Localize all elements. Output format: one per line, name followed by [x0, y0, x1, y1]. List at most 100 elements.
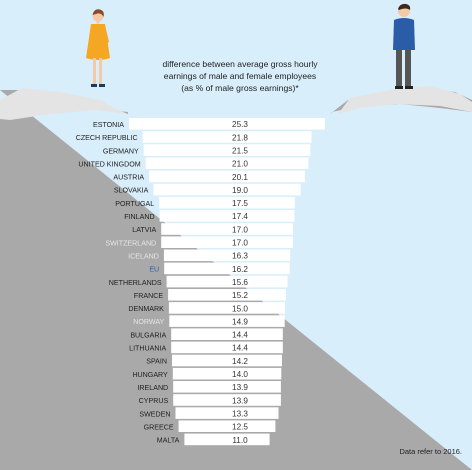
- chart-title: difference between average gross hourly …: [140, 58, 340, 94]
- man-shoe-right: [405, 86, 413, 89]
- category-label: NETHERLANDS: [109, 279, 162, 287]
- category-label: ICELAND: [128, 253, 159, 261]
- category-label: PORTUGAL: [115, 200, 154, 208]
- value-step: [161, 236, 293, 248]
- category-label: CYPRUS: [139, 397, 169, 405]
- chasm-ground: [0, 88, 472, 470]
- woman-figure: [86, 9, 110, 87]
- category-label: GREECE: [144, 423, 174, 431]
- data-label: 17.0: [232, 239, 248, 248]
- value-step: [184, 433, 270, 446]
- category-label: BULGARIA: [130, 331, 166, 339]
- woman-shoe-left: [91, 84, 97, 87]
- category-label: FRANCE: [134, 292, 163, 300]
- data-label: 21.0: [232, 160, 248, 169]
- cliff-left: [0, 88, 126, 120]
- man-leg-right: [405, 50, 411, 86]
- data-label: 25.3: [232, 120, 248, 129]
- data-label: 14.4: [232, 331, 248, 340]
- category-label: LITHUANIA: [129, 345, 166, 353]
- value-step: [175, 407, 279, 419]
- data-label: 14.9: [232, 317, 248, 326]
- data-label: 19.0: [232, 186, 248, 195]
- value-step: [163, 249, 291, 262]
- man-figure: [393, 3, 415, 89]
- value-step: [172, 354, 282, 367]
- woman-hair: [92, 9, 104, 17]
- category-label: SPAIN: [146, 358, 167, 366]
- data-label: 21.5: [232, 147, 248, 156]
- data-label: 17.0: [232, 225, 248, 234]
- category-label: GERMANY: [103, 147, 139, 155]
- value-step: [159, 196, 295, 209]
- category-label: SWITZERLAND: [105, 239, 156, 247]
- man-leg-left: [396, 50, 402, 86]
- category-label: IRELAND: [137, 384, 168, 392]
- category-label: FINLAND: [124, 213, 154, 221]
- data-label: 14.4: [232, 344, 248, 353]
- woman-dress: [86, 24, 110, 60]
- value-labels: 25.3 21.8 21.5 21.0 20.1 19.0 17.5 17.4 17.0 17.0…: [232, 120, 248, 445]
- data-label: 17.4: [232, 212, 248, 221]
- category-label: EU: [149, 266, 159, 274]
- chart-title-line: (as % of male gross earnings)*: [181, 83, 299, 93]
- value-step: [171, 341, 283, 354]
- value-step: [143, 144, 311, 156]
- value-step: [169, 315, 285, 327]
- category-label: ESTONIA: [93, 121, 124, 129]
- value-step: [178, 420, 276, 432]
- data-label: 14.2: [232, 357, 248, 366]
- man-shoe-left: [395, 86, 403, 89]
- value-step: [145, 157, 309, 169]
- value-step: [168, 302, 286, 314]
- value-step: [173, 394, 281, 406]
- woman-neck: [96, 20, 100, 24]
- value-steps: [129, 118, 325, 446]
- man-torso: [393, 18, 415, 50]
- data-label: 15.6: [232, 278, 248, 287]
- category-labels: ESTONIA CZECH REPUBLIC GERMANY UNITED KINGD…: [76, 121, 180, 445]
- value-step: [166, 275, 288, 288]
- data-label: 11.0: [232, 436, 248, 445]
- value-step: [142, 131, 312, 143]
- woman-leg-left: [93, 58, 96, 84]
- woman-shoe-right: [99, 84, 105, 87]
- category-label: MALTA: [157, 437, 180, 445]
- cliff-right: [338, 86, 472, 114]
- data-note: Data refer to 2016.: [399, 447, 462, 456]
- value-step: [172, 367, 282, 380]
- data-label: 15.2: [232, 291, 248, 300]
- category-label: SLOVAKIA: [114, 187, 149, 195]
- category-label: NORWAY: [133, 318, 164, 326]
- category-label: LATVIA: [132, 226, 156, 234]
- category-label: HUNGARY: [132, 371, 168, 379]
- data-label: 13.9: [232, 396, 248, 405]
- data-label: 16.2: [232, 265, 248, 274]
- data-label: 16.3: [232, 252, 248, 261]
- value-step: [168, 289, 286, 301]
- category-label: UNITED KINGDOM: [78, 160, 140, 168]
- chart-title-line: earnings of male and female employees: [163, 71, 317, 81]
- woman-arm: [103, 25, 109, 43]
- value-step: [153, 183, 301, 196]
- data-label: 21.8: [232, 133, 248, 142]
- data-label: 20.1: [232, 173, 248, 182]
- data-label: 17.5: [232, 199, 248, 208]
- value-step: [173, 381, 281, 393]
- value-step: [129, 118, 325, 130]
- value-step: [159, 210, 295, 222]
- value-step: [171, 328, 283, 340]
- category-label: CZECH REPUBLIC: [76, 134, 138, 142]
- data-label: 13.9: [232, 383, 248, 392]
- chart-title-line: difference between average gross hourly: [162, 59, 318, 69]
- value-step: [164, 262, 290, 275]
- data-label: 13.3: [232, 410, 248, 419]
- data-label: 15.0: [232, 304, 248, 313]
- man-hair: [398, 3, 411, 10]
- woman-leg-right: [99, 58, 102, 84]
- category-label: SWEDEN: [139, 410, 170, 418]
- data-label: 12.5: [232, 423, 248, 432]
- category-label: DENMARK: [128, 305, 164, 313]
